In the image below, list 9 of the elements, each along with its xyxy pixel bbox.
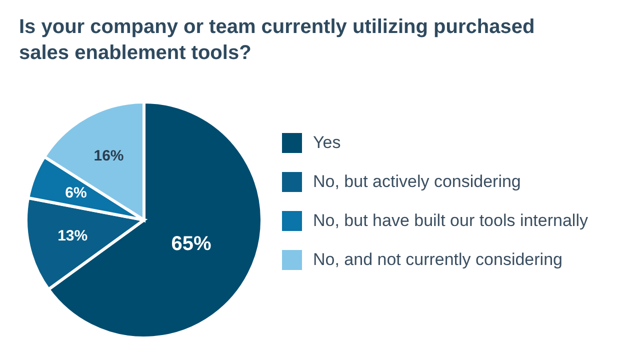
legend-label: Yes — [313, 133, 341, 153]
data-label: 6% — [65, 184, 87, 202]
legend-label: No, but actively considering — [313, 172, 521, 192]
legend-label: No, and not currently considering — [313, 250, 562, 270]
legend-label: No, but have built our tools internally — [313, 211, 588, 231]
data-label: 16% — [94, 147, 124, 164]
data-label: 13% — [58, 227, 88, 244]
data-label: 65% — [171, 233, 212, 256]
chart-title: Is your company or team currently utilizing purchased sales enablement tools? — [19, 15, 536, 66]
